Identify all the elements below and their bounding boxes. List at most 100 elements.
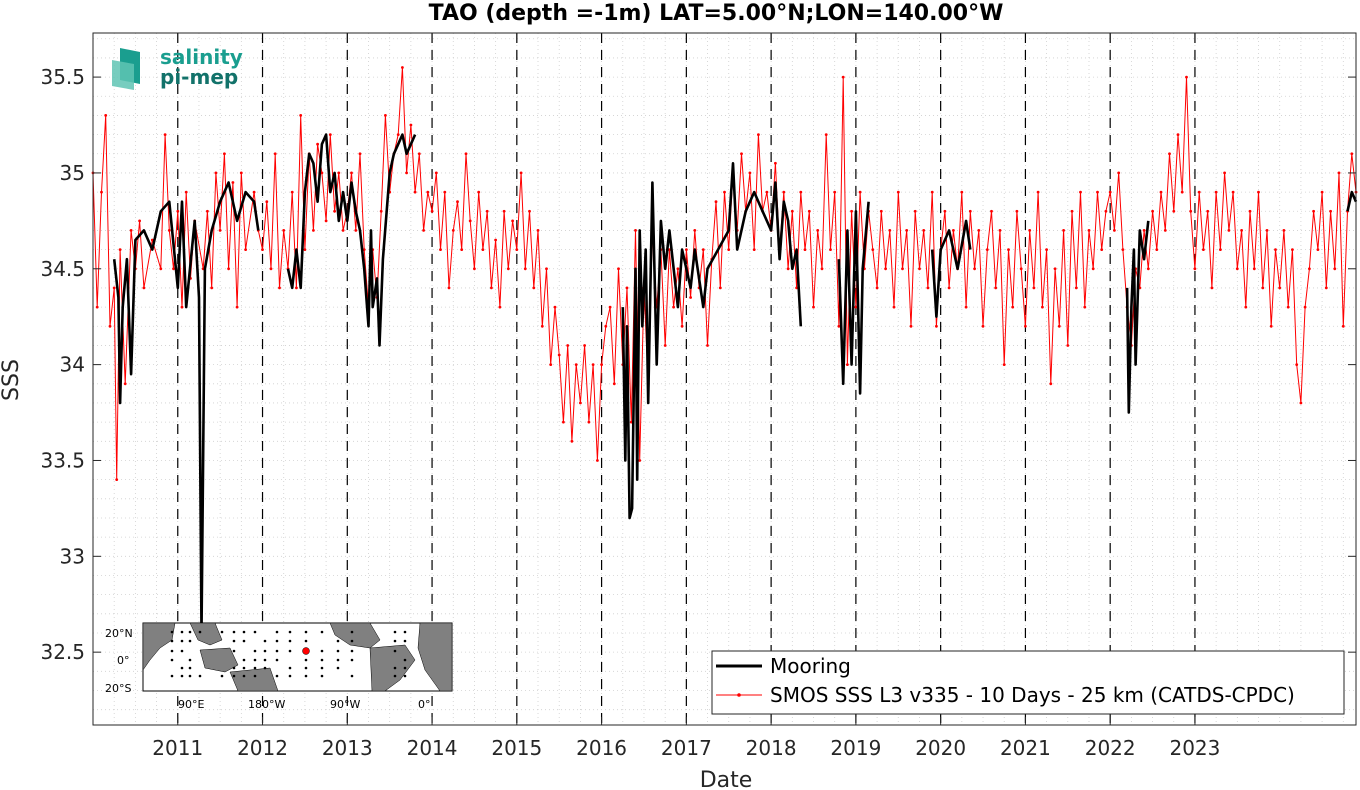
smos-point — [905, 229, 909, 232]
smos-point — [1337, 171, 1341, 175]
smos-point — [354, 229, 358, 232]
mooring-line-segment — [1125, 220, 1150, 414]
smos-point — [837, 324, 841, 328]
smos-point — [1261, 286, 1265, 290]
smos-point — [638, 459, 642, 462]
smos-point — [523, 267, 527, 271]
inset-mooring-dot — [263, 666, 267, 670]
smos-point — [608, 305, 612, 309]
smos-point — [846, 363, 849, 366]
inset-mooring-dot — [232, 666, 236, 670]
inset-mooring-dot — [275, 630, 279, 634]
x-tick-label: 2018 — [746, 736, 797, 760]
smos-point — [1329, 209, 1332, 213]
x-tick-label: 2020 — [915, 736, 966, 760]
inset-lat-label-20n: 20°N — [105, 627, 133, 640]
smos-point — [320, 171, 324, 175]
smos-point — [282, 229, 286, 232]
smos-point — [926, 286, 930, 290]
smos-point — [1235, 267, 1239, 271]
x-axis-label: Date — [700, 768, 753, 790]
smos-point — [663, 344, 667, 347]
smos-point — [1163, 229, 1167, 232]
smos-point — [118, 248, 122, 252]
smos-point — [1176, 133, 1180, 137]
smos-point — [413, 190, 417, 194]
year-marker-lines — [177, 33, 1196, 725]
inset-mooring-dot — [336, 658, 340, 662]
x-tick-label: 2019 — [830, 736, 881, 760]
inset-mooring-dot — [220, 630, 224, 634]
smos-point — [1159, 190, 1163, 194]
inset-mooring-dot — [263, 639, 267, 643]
smos-point — [1240, 229, 1243, 232]
smos-point — [871, 248, 875, 252]
inset-mooring-dot — [242, 666, 246, 670]
smos-point — [824, 133, 828, 137]
smos-point — [854, 305, 858, 309]
smos-point — [1210, 286, 1214, 290]
smos-point — [464, 152, 468, 156]
smos-point — [218, 229, 222, 232]
smos-point — [685, 248, 688, 252]
smos-point — [1049, 382, 1053, 386]
inset-mooring-dot — [232, 639, 236, 643]
smos-point — [1282, 229, 1286, 232]
smos-point — [261, 248, 264, 252]
smos-point — [1333, 267, 1337, 271]
inset-mooring-dot — [253, 658, 257, 662]
inset-mooring-dot — [320, 649, 324, 653]
inset-mooring-dot — [263, 658, 267, 662]
smos-point — [239, 171, 243, 175]
smos-point — [468, 219, 472, 223]
inset-mooring-dot — [288, 674, 292, 678]
smos-point — [943, 209, 947, 213]
inset-mooring-dot — [232, 649, 236, 653]
smos-point — [727, 248, 731, 252]
series-mooring — [112, 133, 1358, 635]
smos-point — [1121, 248, 1125, 252]
smos-point — [519, 171, 523, 175]
smos-point — [494, 238, 497, 242]
smos-point — [998, 229, 1002, 232]
smos-point — [163, 133, 167, 137]
smos-point — [1151, 209, 1154, 213]
smos-point — [532, 286, 536, 290]
series-layer — [91, 66, 1358, 635]
x-tick-label: 2013 — [322, 736, 373, 760]
smos-point — [1036, 190, 1040, 194]
inset-mooring-dot — [336, 649, 340, 653]
smos-point — [896, 190, 900, 194]
smos-point — [879, 209, 883, 213]
inset-mooring-dot — [170, 674, 174, 678]
smos-point — [324, 219, 328, 223]
smos-point — [333, 209, 336, 213]
smos-point — [600, 363, 603, 366]
smos-point — [498, 305, 502, 309]
inset-mooring-dot — [304, 674, 308, 678]
smos-point — [701, 248, 705, 252]
smos-point — [528, 209, 531, 213]
inset-mooring-dot — [198, 674, 202, 678]
inset-mooring-dot — [242, 630, 246, 634]
inset-map: 20°N 0° 20°S 90°E 180°W 90°W 0° — [105, 622, 453, 711]
inset-mooring-dot — [180, 666, 184, 670]
smos-point — [502, 209, 506, 213]
inset-mooring-dot — [180, 639, 184, 643]
inset-mooring-dot — [180, 674, 184, 678]
smos-point — [672, 305, 675, 309]
inset-australia-land — [229, 667, 279, 692]
smos-point — [473, 267, 476, 271]
smos-point — [1146, 267, 1150, 271]
inset-mooring-dot — [393, 666, 397, 670]
smos-point — [922, 229, 926, 232]
smos-point — [994, 286, 998, 290]
logo-line2: pi-mep — [160, 65, 238, 89]
smos-point — [1252, 267, 1256, 271]
smos-point — [604, 324, 608, 328]
smos-point — [316, 142, 319, 146]
smos-point — [1057, 324, 1061, 328]
inset-mooring-dot — [188, 639, 192, 643]
inset-mooring-dot — [350, 639, 354, 643]
smos-point — [172, 267, 175, 271]
